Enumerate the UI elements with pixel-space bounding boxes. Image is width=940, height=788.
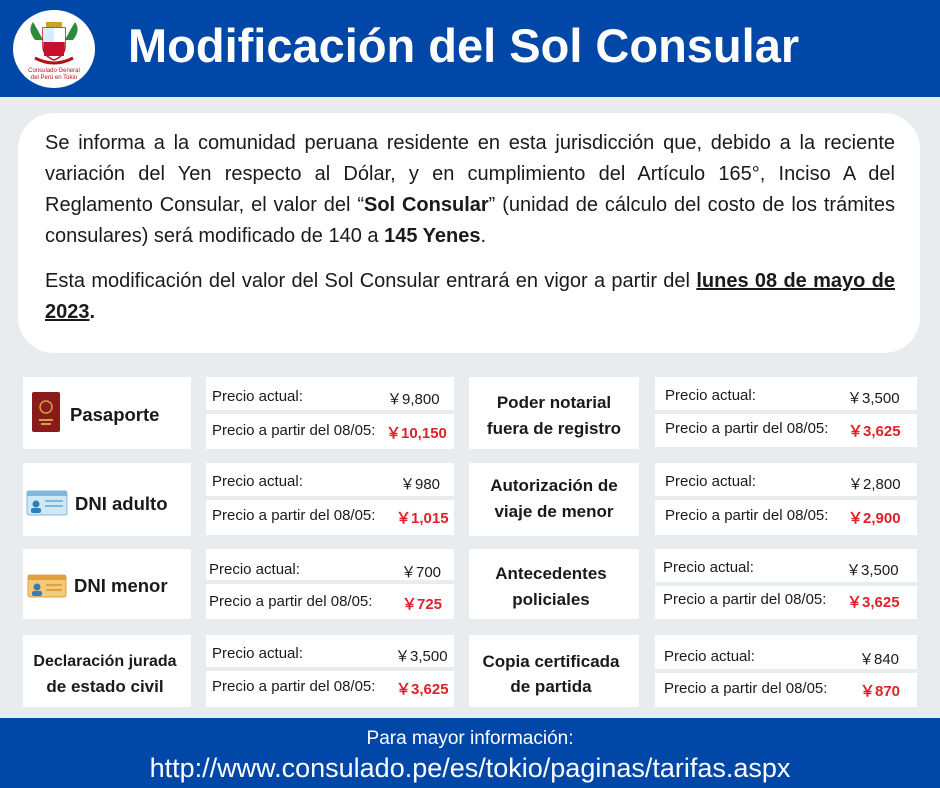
current-price-label: Precio actual:: [209, 561, 300, 578]
new-price-value: ￥10,150: [386, 425, 447, 442]
new-price-label: Precio a partir del 08/05:: [209, 593, 373, 610]
current-price-value: ￥3,500: [847, 390, 900, 407]
new-price-label: Precio a partir del 08/05:: [663, 591, 827, 608]
new-price-value: ￥870: [860, 683, 901, 700]
current-price-label: Precio actual:: [665, 473, 756, 490]
price-current-box: Precio actual: ￥2,800: [655, 463, 917, 496]
procedure-name-line2: viaje de menor: [494, 502, 614, 521]
new-price-label: Precio a partir del 08/05:: [212, 422, 376, 439]
consulate-logo: Consulado General del Perú en Tokio: [13, 10, 95, 88]
current-price-value: ￥9,800: [387, 391, 440, 408]
price-new-box: Precio a partir del 08/05: ￥870: [655, 673, 917, 707]
effective-date: lunes 08 de mayo de 2023: [45, 270, 896, 323]
current-price-value: ￥840: [859, 651, 900, 668]
price-current-box: Precio actual: ￥700: [206, 549, 454, 581]
procedure-name-line2: de partida: [510, 677, 592, 696]
current-price-value: ￥3,500: [846, 562, 899, 579]
new-price-value: ￥725: [402, 596, 443, 613]
footer-info-label: Para mayor información:: [366, 728, 574, 749]
current-price-label: Precio actual:: [212, 645, 303, 662]
procedure-name-line1: Autorización de: [490, 476, 618, 495]
current-price-label: Precio actual:: [664, 648, 755, 665]
header-bar: Consulado General del Perú en Tokio Modi…: [0, 0, 940, 97]
new-price-label: Precio a partir del 08/05:: [665, 507, 829, 524]
new-price-value: ￥3,625: [396, 681, 449, 698]
procedure-card-copia-certificada: Copia certificada de partida: [469, 635, 639, 707]
passport-icon: [32, 392, 60, 432]
current-price-label: Precio actual:: [663, 559, 754, 576]
procedure-name-line1: Poder notarial: [496, 393, 612, 412]
current-price-value: ￥980: [400, 476, 441, 493]
current-price-value: ￥2,800: [848, 476, 901, 493]
price-current-box: Precio actual: ￥840: [655, 635, 917, 669]
procedure-card-pasaporte: Pasaporte: [23, 377, 191, 449]
coat-of-arms-icon: [30, 22, 78, 65]
price-new-box: Precio a partir del 08/05: ￥3,625: [655, 586, 917, 619]
new-price-label: Precio a partir del 08/05:: [665, 420, 829, 437]
procedure-name-line2: policiales: [512, 590, 590, 609]
logo-text-line1: Consulado General: [28, 68, 80, 74]
new-price-value: ￥3,625: [847, 594, 900, 611]
id-card-icon: [27, 574, 67, 598]
procedure-name-line1: Antecedentes: [495, 564, 607, 583]
logo-text-line2: del Perú en Tokio: [30, 75, 78, 81]
procedure-name-line2: de estado civil: [46, 677, 164, 696]
price-new-box: Precio a partir del 08/05: ￥725: [206, 584, 454, 619]
current-price-label: Precio actual:: [212, 388, 303, 405]
price-new-box: Precio a partir del 08/05: ￥1,015: [206, 500, 454, 535]
procedure-name: Pasaporte: [70, 404, 160, 425]
procedure-card-poder-notarial: Poder notarial fuera de registro: [469, 377, 639, 449]
id-card-icon: [26, 490, 68, 516]
price-current-box: Precio actual: ￥3,500: [655, 377, 917, 410]
new-price-label: Precio a partir del 08/05:: [212, 678, 376, 695]
procedure-name-line1: Declaración jurada: [33, 653, 177, 670]
notice-card: Se informa a la comunidad peruana reside…: [18, 113, 920, 353]
price-current-box: Precio actual: ￥3,500: [655, 549, 917, 582]
price-new-box: Precio a partir del 08/05: ￥3,625: [655, 414, 917, 447]
price-current-box: Precio actual: ￥3,500: [206, 635, 454, 667]
procedure-name: DNI adulto: [75, 493, 168, 514]
new-price-value: ￥3,625: [848, 423, 901, 440]
new-price-label: Precio a partir del 08/05:: [212, 507, 376, 524]
price-new-box: Precio a partir del 08/05: ￥3,625: [206, 671, 454, 707]
current-price-value: ￥3,500: [395, 648, 448, 665]
current-price-label: Precio actual:: [212, 473, 303, 490]
procedure-card-dni-menor: DNI menor: [23, 549, 191, 619]
current-price-value: ￥700: [401, 564, 442, 581]
page-title: Modificación del Sol Consular: [128, 19, 800, 72]
new-price-value: ￥1,015: [396, 510, 449, 527]
procedure-name-line1: Copia certificada: [482, 652, 620, 671]
procedure-card-antecedentes: Antecedentes policiales: [469, 549, 639, 619]
procedure-name-line2: fuera de registro: [486, 419, 622, 438]
price-new-box: Precio a partir del 08/05: ￥2,900: [655, 500, 917, 535]
price-current-box: Precio actual: ￥980: [206, 463, 454, 496]
procedure-card-autorizacion-viaje: Autorización de viaje de menor: [469, 463, 639, 536]
new-price-value: ￥2,900: [848, 510, 901, 527]
footer-bar: Para mayor información: http://www.consu…: [0, 718, 940, 788]
price-current-box: Precio actual: ￥9,800: [206, 377, 454, 410]
procedure-card-declaracion-jurada: Declaración jurada de estado civil: [23, 635, 191, 707]
procedure-card-dni-adulto: DNI adulto: [23, 463, 191, 536]
new-price-label: Precio a partir del 08/05:: [664, 680, 828, 697]
footer-url-link[interactable]: http://www.consulado.pe/es/tokio/paginas…: [149, 753, 791, 783]
notice-paragraph-1: Se informa a la comunidad peruana reside…: [45, 132, 895, 247]
current-price-label: Precio actual:: [665, 387, 756, 404]
notice-paragraph-2: Esta modificación del valor del Sol Cons…: [45, 270, 896, 323]
price-new-box: Precio a partir del 08/05: ￥10,150: [206, 414, 454, 449]
procedure-name: DNI menor: [74, 575, 168, 596]
